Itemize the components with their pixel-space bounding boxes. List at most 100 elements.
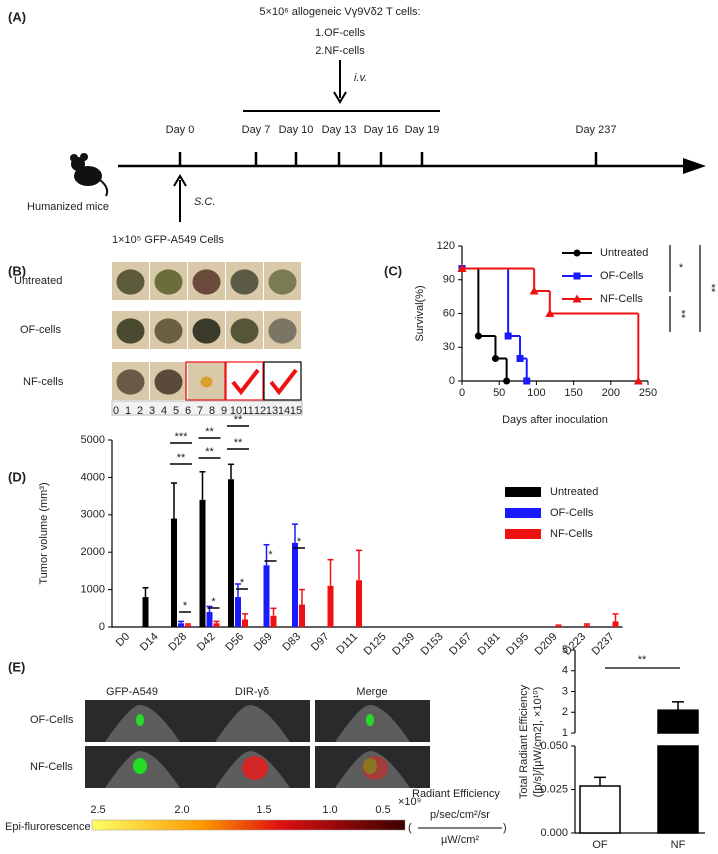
photo-box xyxy=(225,361,264,401)
group: 1.OF-cells xyxy=(315,27,366,39)
x-tick-label: 0 xyxy=(459,387,465,399)
marker xyxy=(523,377,531,385)
significance: ** xyxy=(705,284,717,293)
photo-box xyxy=(185,361,226,401)
x-tick-label: D97 xyxy=(309,631,332,654)
y-tick-label: 2 xyxy=(562,706,568,718)
scale-tick: 2.0 xyxy=(174,804,189,816)
x-tick-label: D237 xyxy=(590,631,617,658)
x-tick-label: D42 xyxy=(195,631,218,654)
gfp-signal xyxy=(366,714,374,726)
bar xyxy=(612,621,619,627)
bar xyxy=(292,542,298,627)
marker xyxy=(529,286,539,295)
ruler-label: 8 xyxy=(209,405,215,417)
route: S.C. xyxy=(194,196,215,208)
row-label: NF-cells xyxy=(23,376,64,388)
imaging-panels xyxy=(85,700,430,788)
significance: *** xyxy=(175,431,189,443)
ruler-label: 10 xyxy=(230,405,242,417)
bar xyxy=(356,580,362,627)
y-tick-label: 60 xyxy=(443,307,455,319)
legend-swatch xyxy=(505,508,541,518)
bar xyxy=(235,597,241,627)
legend-label: OF-Cells xyxy=(550,507,594,519)
x-tick-label: 50 xyxy=(493,387,505,399)
x-tick-label: NF xyxy=(671,839,686,851)
bar xyxy=(657,709,699,734)
dir-signal xyxy=(362,756,388,780)
marker xyxy=(503,377,511,385)
ruler-label: 1 xyxy=(125,405,131,417)
x-tick-label: D181 xyxy=(476,631,503,658)
dir-signal xyxy=(242,756,268,780)
tumor xyxy=(154,318,183,344)
ruler-label: 6 xyxy=(185,405,191,417)
x-tick-label: D111 xyxy=(334,631,360,657)
significance: ** xyxy=(234,437,243,449)
significance: ** xyxy=(638,654,647,666)
significance: ** xyxy=(234,414,243,426)
tumor xyxy=(154,269,183,295)
column-label: Merge xyxy=(356,686,387,698)
timeline: 5×10⁶ allogeneic Vγ9Vδ2 T cells: 1.OF-ce… xyxy=(27,6,706,246)
tumor xyxy=(200,376,213,388)
bar xyxy=(263,565,270,627)
y-tick-label: 0.000 xyxy=(540,827,568,839)
photo-box xyxy=(263,361,302,401)
marker xyxy=(504,332,512,340)
scale-label: Epi-flurorescence xyxy=(5,821,91,833)
bar xyxy=(584,625,590,627)
ruler-label: 7 xyxy=(197,405,203,417)
bar xyxy=(228,479,234,627)
x-axis-label: Days after inoculation xyxy=(502,414,608,426)
x-tick-label: D0 xyxy=(114,631,132,649)
significance: ** xyxy=(177,452,186,464)
x-tick-label: 250 xyxy=(639,387,657,399)
scale-tick: 1.0 xyxy=(322,804,337,816)
marker xyxy=(545,309,555,317)
gfp-signal xyxy=(133,758,147,774)
check-mark xyxy=(231,368,260,396)
significance: * xyxy=(297,536,302,548)
marker xyxy=(516,355,524,362)
marker xyxy=(573,249,581,257)
y-tick-label: 90 xyxy=(443,274,455,286)
marker xyxy=(491,355,499,362)
y-axis-label: Survival(%) xyxy=(414,285,426,341)
marker xyxy=(474,332,482,340)
scale-tick: 2.5 xyxy=(90,804,105,816)
bar xyxy=(555,625,562,627)
subject: Humanized mice xyxy=(27,201,109,213)
column-label: GFP-A549 xyxy=(106,686,158,698)
tumor xyxy=(230,269,259,295)
day: Day 16 xyxy=(364,124,399,136)
scale-exponent: ×10⁹ xyxy=(398,796,421,808)
legend-label: Untreated xyxy=(600,247,648,259)
arrow-head xyxy=(173,174,187,187)
bar xyxy=(327,585,334,627)
ruler-label: 13 xyxy=(266,405,278,417)
ruler-label: 15 xyxy=(290,405,302,417)
gfp-signal xyxy=(136,714,144,726)
y-tick-label: 0.050 xyxy=(540,740,568,752)
panel-label: (D) xyxy=(8,469,26,484)
significance: * xyxy=(679,262,684,274)
ruler-label: 4 xyxy=(161,405,167,417)
x-tick-label: D28 xyxy=(166,631,189,654)
y-tick-label: 0 xyxy=(449,375,455,387)
x-tick-label: D56 xyxy=(223,631,246,654)
tumor xyxy=(192,318,221,344)
x-tick-label: D195 xyxy=(504,631,531,658)
tumor xyxy=(268,269,297,295)
x-tick-label: D139 xyxy=(390,631,417,658)
bar xyxy=(185,625,191,627)
panel-label: (B) xyxy=(8,263,26,278)
tumor-photos: 0 1 2 3 4 5 6 7 8 9 10 11 12 13 14 15 xyxy=(111,262,303,417)
bar xyxy=(213,623,220,627)
bar xyxy=(178,623,184,627)
arrow-head xyxy=(333,91,347,104)
column-label: DIR-γδ xyxy=(235,686,269,698)
x-tick-label: OF xyxy=(592,839,608,851)
y-tick-label: 0 xyxy=(99,621,105,633)
